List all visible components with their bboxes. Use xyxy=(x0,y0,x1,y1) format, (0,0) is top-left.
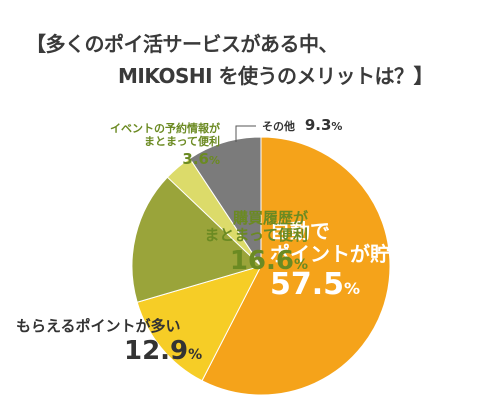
slice-label-text-2-0: 購買履歴が xyxy=(232,209,308,227)
slice-value-3: 3.6 xyxy=(182,150,209,169)
slice-value-0: 57.5 xyxy=(270,267,345,302)
slice-label-text-1-0: もらえるポイントが多い xyxy=(16,317,181,335)
pie-slice-1 xyxy=(136,265,262,382)
slice-label-text-2-1: まとまって便利 xyxy=(204,226,308,245)
chart-title-line-2: MIKOSHI を使うのメリットは？】 xyxy=(118,64,434,88)
slice-label-1: もらえるポイントが多い 12.9% xyxy=(16,317,203,367)
slice-label-text-4: その他 xyxy=(262,120,299,133)
slice-label-4: その他 9.3% xyxy=(262,116,342,134)
pie-slice-4 xyxy=(189,136,262,268)
chart-title-line-1: 【多くのポイ活サービスがある中、 xyxy=(26,32,339,56)
slice-value-2: 16.6 xyxy=(229,245,294,276)
slice-label-3: イベントの予約情報が まとまって便利 3.6% xyxy=(110,122,220,169)
leader-lines xyxy=(235,125,256,142)
slice-unit-2: % xyxy=(293,256,308,273)
slice-label-text-0-0: 自動で xyxy=(270,219,330,243)
slice-label-text-0-1: ポイントが貯まる xyxy=(270,242,430,266)
slice-label-text-3-0: イベントの予約情報が xyxy=(110,122,220,135)
pie-slice-2 xyxy=(131,176,262,303)
slice-unit-3: % xyxy=(208,154,220,168)
slice-label-2: 購買履歴が まとまって便利 16.6% xyxy=(204,209,308,276)
slice-unit-4: % xyxy=(331,120,343,133)
slice-unit-1: % xyxy=(188,347,203,364)
pie-slices xyxy=(131,136,391,396)
slice-label-0: 自動で ポイントが貯まる 57.5% xyxy=(270,220,430,303)
leader-line-other xyxy=(235,125,256,142)
slice-value-4: 9.3 xyxy=(304,116,332,134)
slice-unit-0: % xyxy=(344,279,361,298)
pie-slice-0 xyxy=(201,136,391,396)
slice-label-text-3-1: まとまって便利 xyxy=(143,134,220,148)
slice-value-1: 12.9 xyxy=(124,336,189,367)
